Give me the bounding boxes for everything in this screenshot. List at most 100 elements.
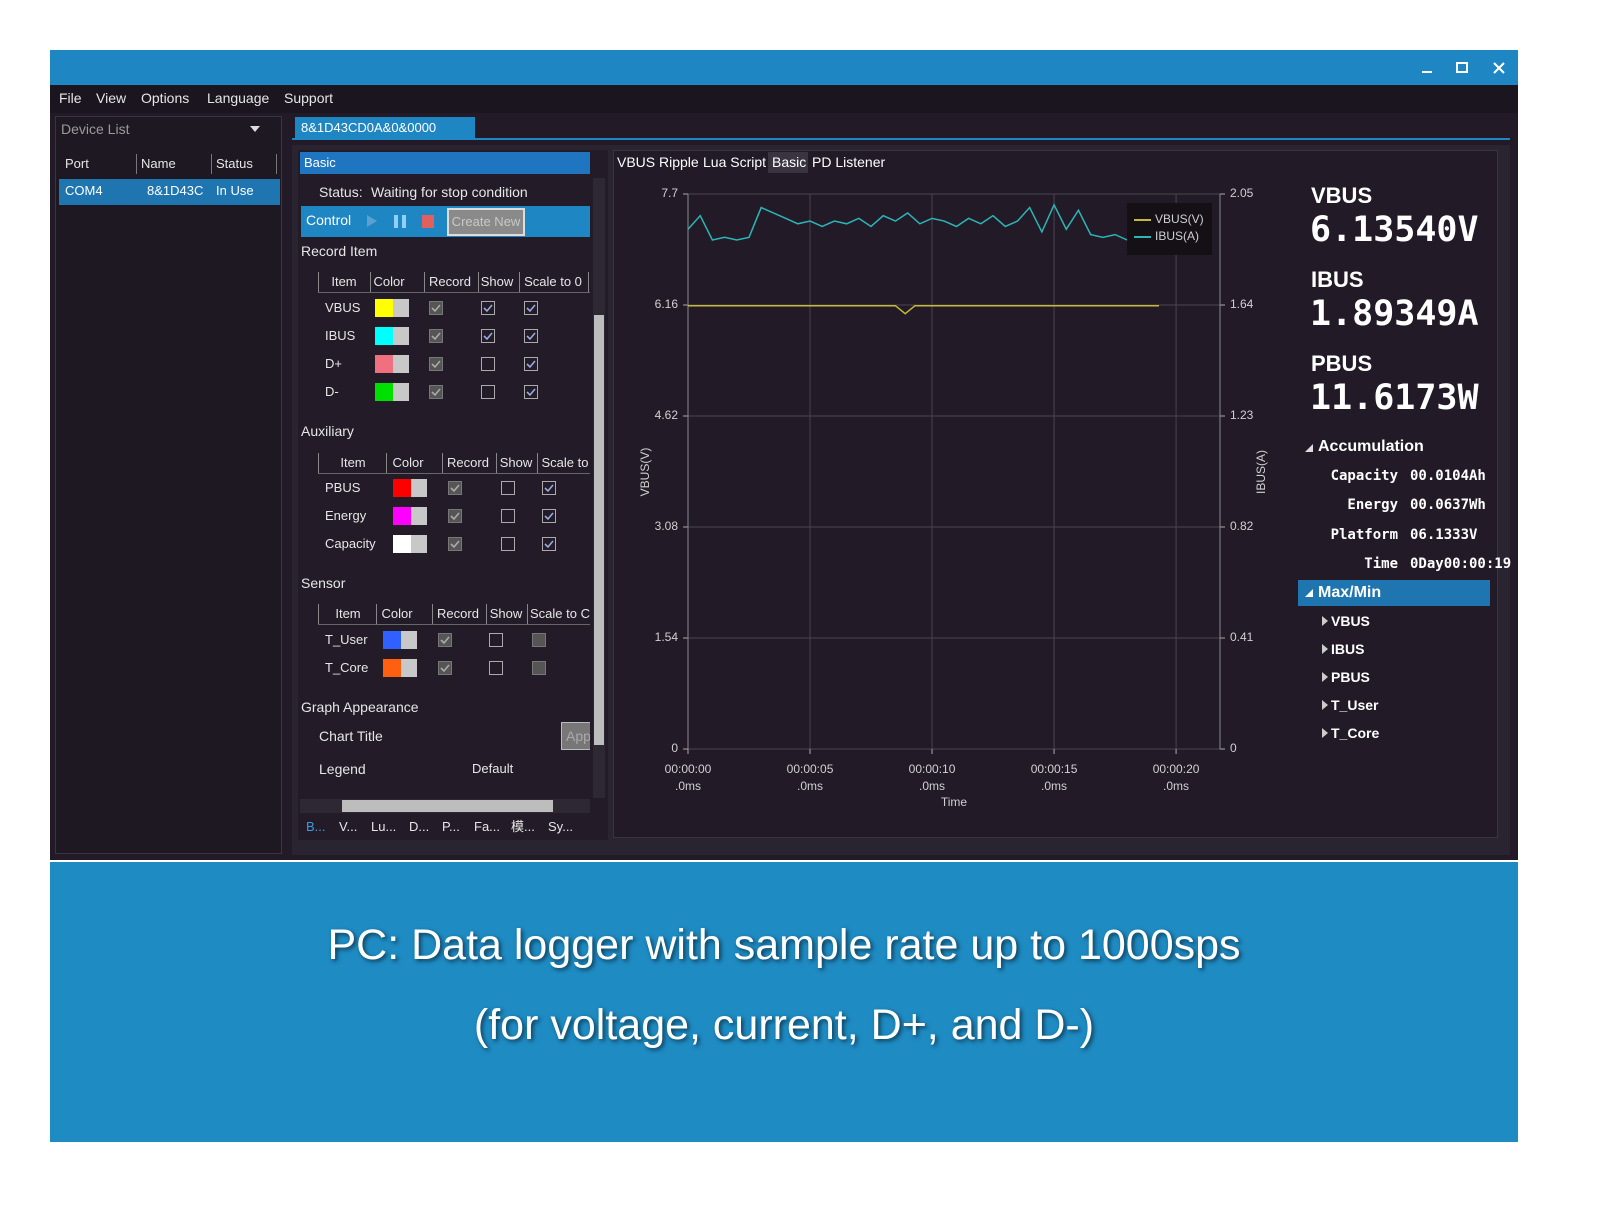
bottom-tab[interactable]: D... <box>409 819 430 834</box>
color-dropdown[interactable] <box>401 659 417 677</box>
checkbox[interactable] <box>524 385 538 399</box>
bottom-tab[interactable]: B... <box>306 819 326 834</box>
device-cell[interactable]: In Use <box>216 183 254 198</box>
checkbox[interactable] <box>448 509 462 523</box>
chart-tab-selected <box>768 152 808 173</box>
device-cell[interactable]: COM4 <box>65 183 103 198</box>
color-swatch[interactable] <box>375 355 393 373</box>
checkbox[interactable] <box>438 633 452 647</box>
checkbox[interactable] <box>429 385 443 399</box>
window-controls[interactable] <box>1410 56 1510 80</box>
column-separator <box>136 154 137 174</box>
column-separator <box>442 453 443 473</box>
graph-appearance-title: Graph Appearance <box>301 699 419 715</box>
color-swatch[interactable] <box>393 479 411 497</box>
bottom-tab[interactable]: Lu... <box>371 819 397 834</box>
chart-tab[interactable]: Basic <box>772 154 807 170</box>
color-swatch[interactable] <box>393 507 411 525</box>
x-tick-label: 00:00:00 .0ms <box>664 762 712 793</box>
play-button[interactable] <box>367 215 377 227</box>
doc-tab[interactable] <box>295 117 475 139</box>
chart-tab[interactable]: PD Listener <box>812 154 886 170</box>
checkbox[interactable] <box>489 633 503 647</box>
checkbox[interactable] <box>429 301 443 315</box>
color-dropdown[interactable] <box>411 479 427 497</box>
color-swatch[interactable] <box>375 299 393 317</box>
color-dropdown[interactable] <box>393 383 409 401</box>
color-dropdown[interactable] <box>393 327 409 345</box>
accumulation-title[interactable]: Accumulation <box>1318 438 1424 455</box>
apply-label[interactable]: App <box>566 728 590 744</box>
create-new-button[interactable] <box>447 208 525 236</box>
checkbox[interactable] <box>481 329 495 343</box>
column-separator <box>496 453 497 473</box>
header-underline <box>318 473 590 474</box>
bottom-tab[interactable]: 模... <box>511 819 535 834</box>
bottom-tab[interactable]: Sy... <box>548 819 574 834</box>
checkbox[interactable] <box>481 301 495 315</box>
color-swatch[interactable] <box>393 535 411 553</box>
pause-button[interactable] <box>394 215 406 228</box>
row-item: IBUS <box>325 328 356 343</box>
checkbox[interactable] <box>532 633 546 647</box>
apply-button[interactable] <box>561 722 590 750</box>
checkbox[interactable] <box>448 537 462 551</box>
chart-tab[interactable]: VBUS Ripple <box>617 154 699 170</box>
close-icon[interactable] <box>1493 62 1505 74</box>
color-swatch[interactable] <box>375 327 393 345</box>
maxmin-item[interactable]: T_User <box>1331 697 1379 713</box>
checkbox[interactable] <box>501 481 515 495</box>
stop-button[interactable] <box>422 215 434 228</box>
color-dropdown[interactable] <box>411 535 427 553</box>
checkbox[interactable] <box>542 509 556 523</box>
color-swatch[interactable] <box>383 631 401 649</box>
check-mark <box>440 636 450 645</box>
column-separator <box>432 604 433 624</box>
color-swatch[interactable] <box>375 383 393 401</box>
vertical-scroll-thumb[interactable] <box>594 315 604 745</box>
checkbox[interactable] <box>501 537 515 551</box>
color-dropdown[interactable] <box>401 631 417 649</box>
checkbox[interactable] <box>448 481 462 495</box>
checkbox[interactable] <box>542 481 556 495</box>
device-cell[interactable]: 8&1D43C <box>147 183 204 198</box>
maximize-icon[interactable] <box>1456 62 1468 73</box>
color-dropdown[interactable] <box>393 299 409 317</box>
maxmin-item[interactable]: IBUS <box>1331 641 1365 657</box>
maxmin-item[interactable]: PBUS <box>1331 669 1370 685</box>
check-mark <box>431 332 441 341</box>
doc-tab-label[interactable]: 8&1D43CD0A&0&0000 <box>301 120 437 135</box>
maxmin-item[interactable]: VBUS <box>1331 613 1370 629</box>
menu-item[interactable]: Language <box>207 90 270 106</box>
menu-item[interactable]: Options <box>141 90 190 106</box>
checkbox[interactable] <box>524 357 538 371</box>
checkbox[interactable] <box>501 509 515 523</box>
bottom-tab[interactable]: P... <box>442 819 460 834</box>
chart-tab[interactable]: Lua Script <box>703 154 767 170</box>
checkbox[interactable] <box>542 537 556 551</box>
checkbox[interactable] <box>481 357 495 371</box>
horizontal-scroll-thumb[interactable] <box>342 800 553 812</box>
checkbox[interactable] <box>429 329 443 343</box>
create-new-label[interactable]: Create New <box>451 214 521 229</box>
bottom-tab[interactable]: Fa... <box>474 819 501 834</box>
checkbox[interactable] <box>429 357 443 371</box>
color-dropdown[interactable] <box>411 507 427 525</box>
maxmin-title[interactable]: Max/Min <box>1318 584 1382 601</box>
menu-item[interactable]: Support <box>284 90 334 106</box>
legend-box <box>1127 203 1212 255</box>
color-swatch[interactable] <box>383 659 401 677</box>
check-mark <box>544 512 554 521</box>
color-dropdown[interactable] <box>393 355 409 373</box>
menu-item[interactable]: View <box>96 90 127 106</box>
checkbox[interactable] <box>438 661 452 675</box>
checkbox[interactable] <box>489 661 503 675</box>
menu-item[interactable]: File <box>59 90 82 106</box>
check-mark <box>450 484 460 493</box>
checkbox[interactable] <box>524 301 538 315</box>
checkbox[interactable] <box>481 385 495 399</box>
bottom-tab[interactable]: V... <box>339 819 358 834</box>
checkbox[interactable] <box>524 329 538 343</box>
checkbox[interactable] <box>532 661 546 675</box>
maxmin-item[interactable]: T_Core <box>1331 725 1380 741</box>
